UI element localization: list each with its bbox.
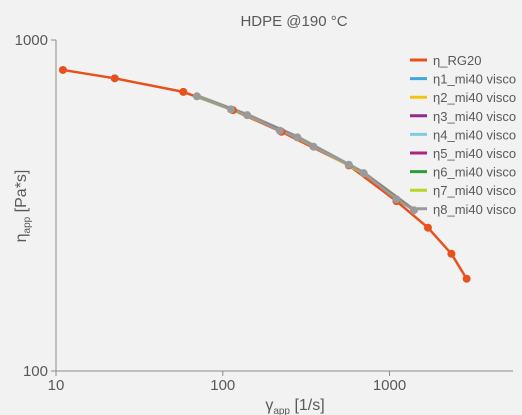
y-axis-label: ηapp [Pa*s]: [13, 170, 33, 243]
legend-label: η_RG20: [433, 53, 481, 68]
chart-title: HDPE @190 °C: [240, 13, 347, 30]
x-tick-label: 10: [48, 377, 65, 394]
legend-label: η4_mi40 visco: [433, 127, 516, 142]
legend-label: η5_mi40 visco: [433, 146, 516, 161]
data-point: [179, 87, 188, 96]
data-point: [110, 74, 119, 83]
data-point: [309, 142, 318, 151]
x-axis-label: γapp [1/s]: [265, 397, 324, 415]
data-point: [243, 111, 252, 120]
data-point: [447, 249, 456, 258]
y-tick-label: 1000: [15, 32, 48, 49]
plot-area: [58, 65, 471, 283]
data-point: [192, 92, 201, 101]
series-line: [195, 95, 415, 212]
legend-label: η2_mi40 visco: [433, 90, 516, 105]
series-line: [195, 95, 415, 212]
x-tick-label: 1000: [373, 377, 406, 394]
series-line: [61, 68, 468, 280]
series-line: [195, 96, 415, 213]
legend-label: η7_mi40 visco: [433, 183, 516, 198]
data-point: [58, 65, 67, 74]
x-tick-label: 100: [210, 377, 235, 394]
data-point: [359, 169, 368, 178]
series-line: [195, 95, 415, 212]
legend-label: η3_mi40 visco: [433, 109, 516, 124]
data-point: [293, 133, 302, 142]
data-point: [392, 195, 401, 204]
legend-label: η6_mi40 visco: [433, 165, 516, 180]
data-point: [462, 274, 471, 283]
legend-label: η8_mi40 visco: [433, 202, 516, 217]
data-point: [226, 105, 235, 114]
legend: η_RG20 η1_mi40 visco η2_mi40 visco η3_mi40 …: [410, 53, 516, 217]
data-point: [423, 223, 432, 232]
data-point: [275, 126, 284, 135]
legend-label: η1_mi40 visco: [433, 72, 516, 87]
data-point: [344, 160, 353, 169]
y-tick-label: 100: [23, 363, 48, 380]
series-line: [195, 95, 416, 212]
